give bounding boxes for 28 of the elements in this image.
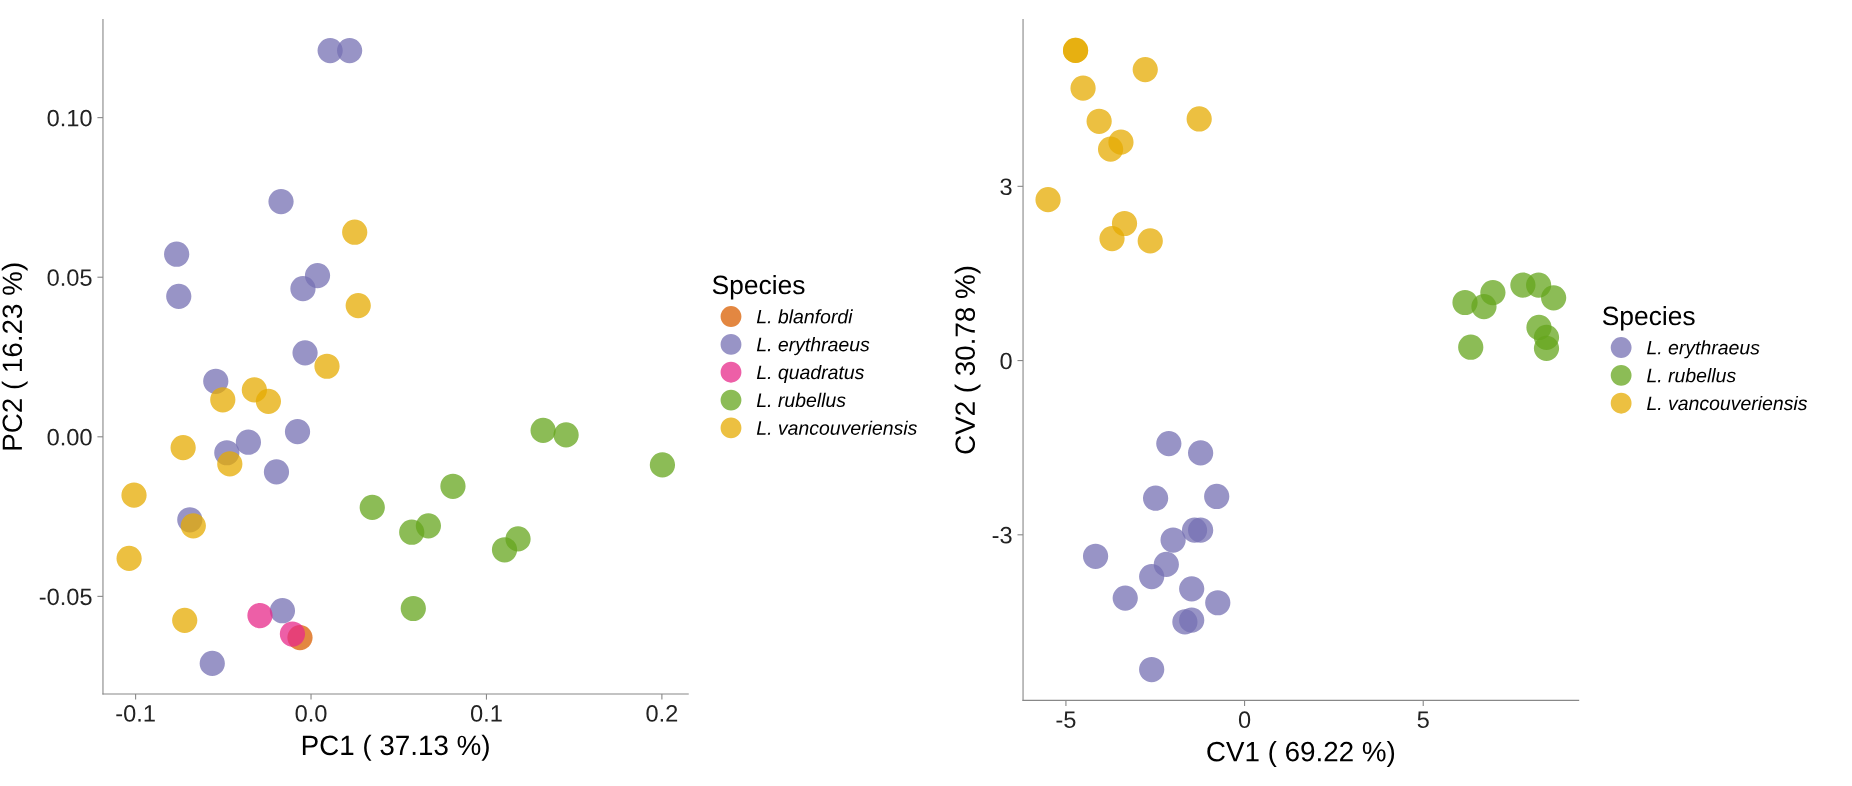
- x-tick-label: 0: [1238, 711, 1251, 729]
- x-tick-label: -0.1: [116, 705, 155, 722]
- legend-label: L. rubellus: [1647, 368, 1736, 383]
- legend-label: L. vancouveriensis: [756, 420, 917, 435]
- legend-label: L. blanfordi: [756, 309, 853, 324]
- y-tick-label: 0: [1000, 352, 1012, 370]
- x-axis-title: CV1 ( 69.22 %): [1207, 741, 1395, 767]
- y-axis-title: CV2 ( 30.78 %): [954, 266, 981, 454]
- y-tick-label: -3: [992, 526, 1012, 544]
- x-tick-label: 5: [1417, 711, 1429, 729]
- legend-label: L. rubellus: [756, 392, 846, 408]
- y-tick-label: -0.05: [39, 588, 92, 606]
- x-tick-label: -5: [1056, 711, 1076, 729]
- x-tick-label: 0.0: [295, 705, 327, 722]
- y-tick-label: 0.10: [47, 109, 92, 127]
- legend-label: L. erythraeus: [1647, 340, 1760, 359]
- x-tick-label: 0.2: [646, 705, 678, 722]
- y-axis-title: PC2 ( 16.23 %): [1, 263, 28, 450]
- legend-label: L. vancouveriensis: [1647, 395, 1808, 411]
- y-tick-label: 3: [1000, 178, 1012, 196]
- legend-label: L. erythraeus: [756, 337, 870, 356]
- y-tick-label: 0.00: [47, 428, 92, 446]
- x-tick-label: 0.1: [470, 705, 502, 722]
- y-tick-label: 0.05: [47, 269, 92, 286]
- legend-title: Species: [1602, 305, 1695, 331]
- x-axis-title: PC1 ( 37.13 %): [302, 734, 489, 761]
- legend-label: L. quadratus: [756, 364, 864, 384]
- legend-title: Species: [712, 274, 805, 300]
